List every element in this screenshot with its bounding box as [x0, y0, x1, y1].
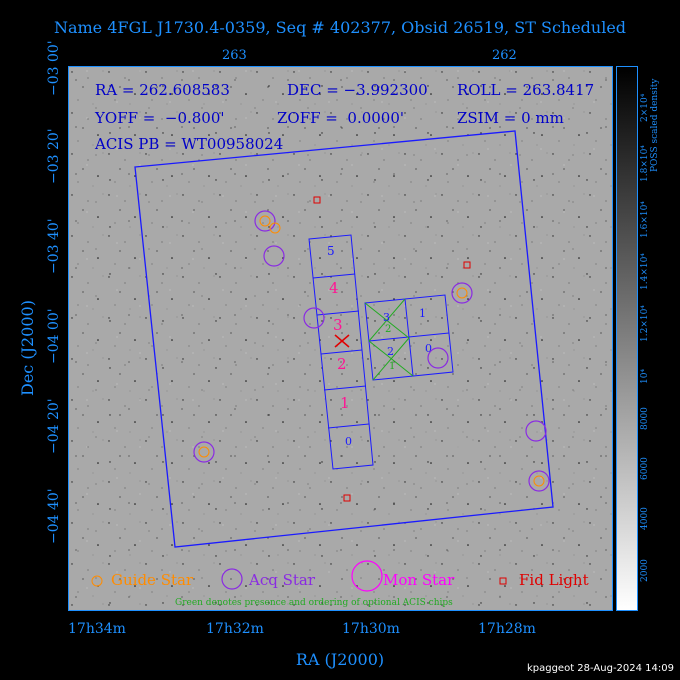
star-field-secondary	[69, 67, 612, 610]
dec-tick-label: −04 40'	[46, 488, 62, 544]
dec-tick-label: −04 00'	[46, 308, 62, 364]
fid-lights	[313, 196, 471, 502]
colorbar-tick: 1.6×10⁴	[640, 201, 650, 238]
legend-fid-light: Fid Light	[519, 571, 589, 589]
acis-s-chip-label: 1	[340, 394, 350, 412]
top-axis-label-262: 262	[492, 48, 517, 63]
ra-readout: RA = 262.608583	[95, 81, 230, 99]
dec-axis-title: Dec (J2000)	[18, 300, 37, 396]
aimpoint-marker	[334, 334, 350, 348]
acis-s-chip-label: 3	[333, 316, 343, 334]
ra-tick-label: 17h28m	[478, 621, 536, 637]
colorbar-tick: 1.8×10⁴	[640, 145, 650, 182]
sky-image-panel: 5 4 3 2 1 0 3 1 2 0 2 1	[68, 66, 613, 611]
acis-i-optional-marks	[364, 298, 414, 381]
acis-s-array	[308, 234, 374, 470]
dec-tick-label: −03 20'	[46, 128, 62, 184]
acq-star-legend-icon	[221, 568, 243, 590]
ra-tick-label: 17h30m	[342, 621, 400, 637]
legend-mon-star: Mon Star	[383, 571, 455, 589]
acq-stars	[193, 210, 550, 492]
acis-i-chip-label: 3	[383, 311, 390, 324]
yoff-readout: YOFF = −0.800'	[95, 109, 225, 127]
top-axis-label-263: 263	[222, 48, 247, 63]
colorbar-tick: 8000	[640, 407, 650, 430]
acis-i-chip-label: 1	[419, 307, 426, 320]
zsim-readout: ZSIM = 0 mm	[457, 109, 564, 127]
acis-i-chip-label: 2	[387, 345, 394, 358]
colorbar-tick: 10⁴	[640, 368, 650, 384]
dec-tick-label: −03 40'	[46, 218, 62, 274]
dec-tick-label: −04 20'	[46, 398, 62, 454]
guide-star-legend-icon	[91, 575, 103, 587]
plot-title: Name 4FGL J1730.4-0359, Seq # 402377, Ob…	[53, 18, 627, 37]
ra-axis-title: RA (J2000)	[295, 650, 385, 669]
acis-s-chip-label: 4	[329, 279, 339, 297]
ra-tick-label: 17h34m	[68, 621, 126, 637]
dec-tick-label: −03 00'	[46, 40, 62, 96]
acis-i-optional-label: 2	[385, 324, 391, 335]
legend-symbols	[91, 560, 507, 592]
acis-s-chip-label: 0	[345, 435, 352, 448]
zoff-readout: ZOFF = 0.0000'	[277, 109, 405, 127]
sky-overlay: 5 4 3 2 1 0 3 1 2 0 2 1	[69, 67, 612, 610]
colorbar-tick: 1.2×10⁴	[640, 305, 650, 342]
colorbar-tick: 2×10⁴	[640, 93, 650, 122]
field-of-view-box	[134, 130, 554, 548]
acis-s-chip-label: 2	[337, 355, 347, 373]
acis-s-chip-label: 5	[327, 244, 335, 258]
guide-stars	[198, 215, 545, 487]
acis-i-chip-label: 0	[425, 342, 432, 355]
roll-readout: ROLL = 263.8417	[457, 81, 595, 99]
acis-i-optional-label: 1	[389, 361, 395, 372]
credit-stamp: kpaggeot 28-Aug-2024 14:09	[526, 663, 674, 674]
legend-acq-star: Acq Star	[249, 571, 316, 589]
legend-optional-note: Green denotes presence and ordering of o…	[175, 598, 453, 608]
colorbar-tick: 6000	[640, 457, 650, 480]
colorbar-tick: 1.4×10⁴	[640, 253, 650, 290]
fid-light-legend-icon	[499, 577, 507, 585]
colorbar-tick: 2000	[640, 559, 650, 582]
colorbar	[616, 66, 638, 611]
colorbar-title: POSS scaled density	[650, 78, 660, 172]
legend-guide-star: Guide Star	[111, 571, 194, 589]
acis-pb-readout: ACIS PB = WT00958024	[95, 135, 284, 153]
ra-tick-label: 17h32m	[206, 621, 264, 637]
mon-star-legend-icon	[351, 560, 383, 592]
dec-readout: DEC = −3.992300	[287, 81, 428, 99]
colorbar-tick: 4000	[640, 507, 650, 530]
